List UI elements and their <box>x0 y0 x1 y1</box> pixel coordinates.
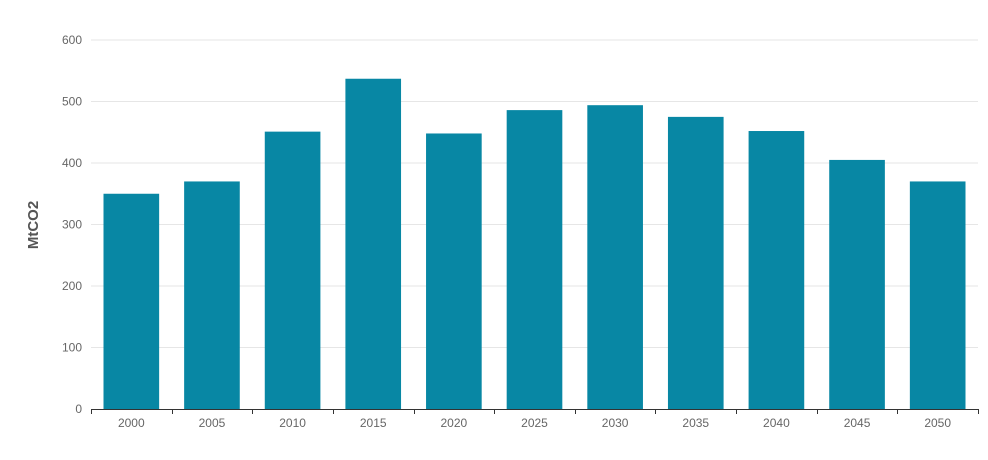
x-tick-label: 2035 <box>682 416 709 430</box>
x-tick-label: 2050 <box>924 416 951 430</box>
x-tick-label: 2040 <box>763 416 790 430</box>
bar-2035[interactable] <box>667 116 724 409</box>
bars <box>103 78 966 410</box>
y-tick-label: 400 <box>62 156 82 170</box>
bar-2040[interactable] <box>748 131 805 409</box>
bar-2025[interactable] <box>506 110 563 410</box>
y-tick-label: 600 <box>62 33 82 47</box>
bar-2015[interactable] <box>345 78 402 410</box>
x-tick-label: 2030 <box>602 416 629 430</box>
x-tick-label: 2000 <box>118 416 145 430</box>
y-tick-label: 0 <box>75 402 82 416</box>
axes <box>91 409 979 414</box>
bar-2010[interactable] <box>264 131 321 409</box>
x-tick-label: 2045 <box>844 416 871 430</box>
y-tick-labels: 0 100 200 300 400 500 600 <box>62 33 82 416</box>
bar-2030[interactable] <box>587 105 643 409</box>
y-tick-label: 200 <box>62 279 82 293</box>
y-axis-title: MtCO2 <box>25 201 42 249</box>
y-tick-label: 100 <box>62 341 82 355</box>
x-tick-label: 2020 <box>441 416 468 430</box>
x-tick-label: 2010 <box>279 416 306 430</box>
bar-2005[interactable] <box>184 181 240 409</box>
x-tick-label: 2005 <box>199 416 226 430</box>
bar-2045[interactable] <box>829 159 885 409</box>
x-tick-label: 2025 <box>521 416 548 430</box>
y-tick-label: 500 <box>62 95 82 109</box>
bar-2050[interactable] <box>909 181 966 409</box>
x-tick-labels: 2000 2005 2010 2015 2020 2025 2030 2035 2040 2045… <box>118 416 951 430</box>
x-tick-label: 2015 <box>360 416 387 430</box>
y-tick-label: 300 <box>62 218 82 232</box>
bar-2020[interactable] <box>426 133 482 410</box>
bar-2000[interactable] <box>103 193 160 409</box>
